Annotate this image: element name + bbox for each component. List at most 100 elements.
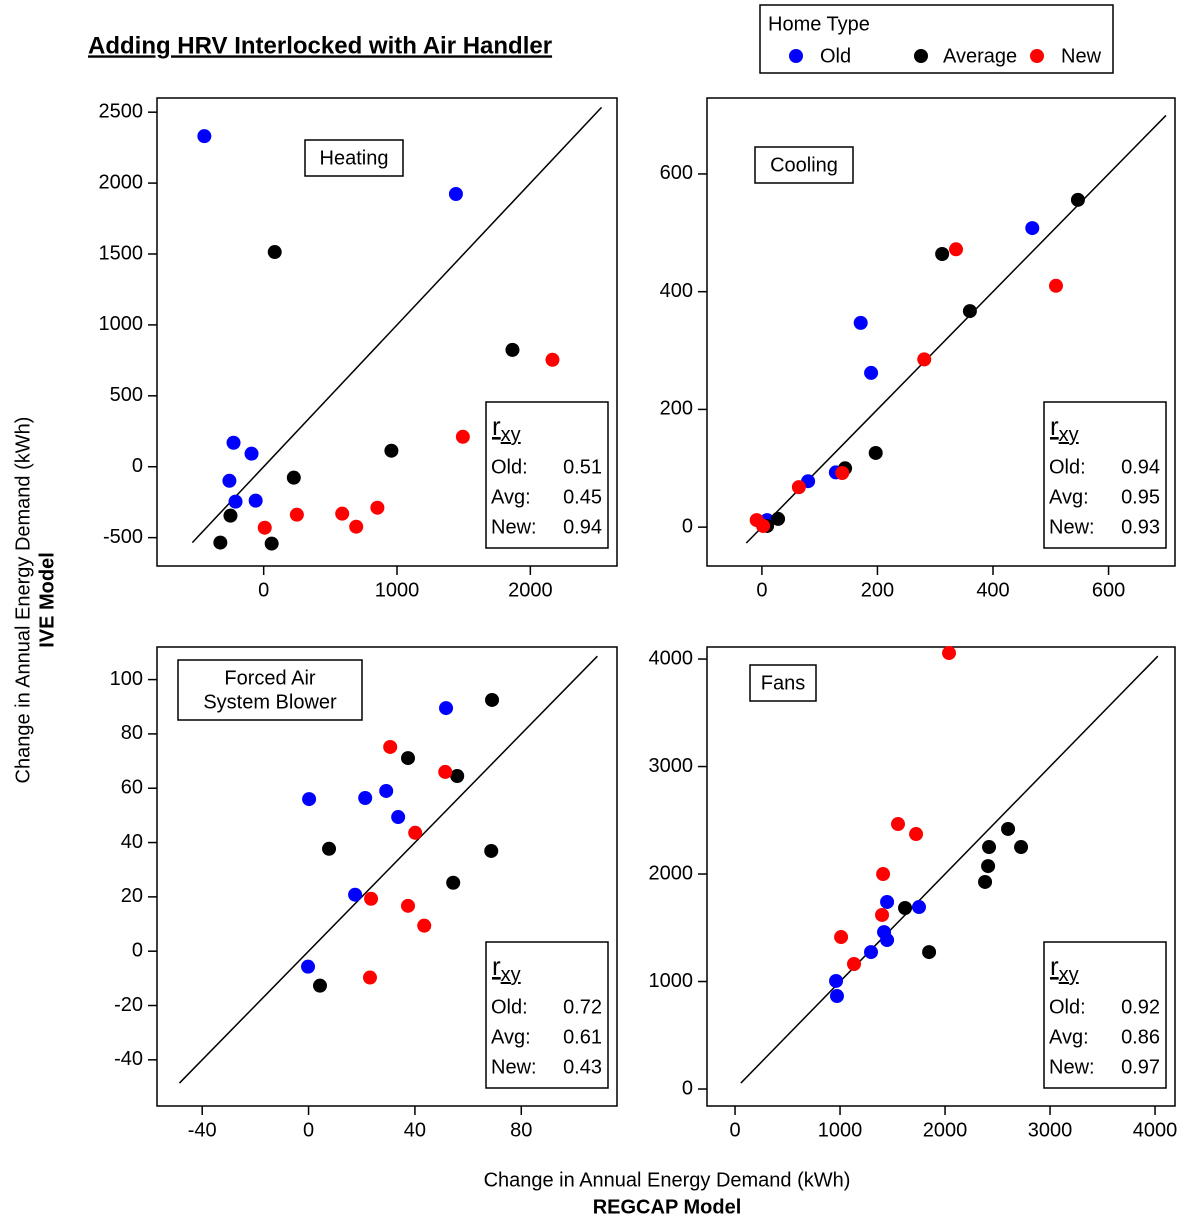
stats-subscript: xy <box>501 424 521 446</box>
y-tick-label: 80 <box>121 722 143 744</box>
data-point <box>448 187 463 202</box>
panel-label-box <box>754 146 854 184</box>
x-tick-label: 2000 <box>508 579 553 601</box>
data-point <box>949 242 964 257</box>
stats-subscript: xy <box>1059 964 1079 986</box>
y-tick-label: 1000 <box>649 970 694 992</box>
y-tick-label: 2500 <box>99 100 144 122</box>
stats-row-label: Old: <box>491 456 528 478</box>
stats-row-value: 0.86 <box>1121 1026 1160 1048</box>
data-point <box>791 480 806 495</box>
panel-label: Heating <box>320 147 389 169</box>
data-point <box>301 959 316 974</box>
data-point <box>197 129 212 144</box>
legend-label: New <box>1061 45 1102 67</box>
legend-label: Average <box>943 45 1017 67</box>
panel-label-box <box>749 664 817 702</box>
stats-title: rxy <box>492 951 521 986</box>
data-point <box>771 511 786 526</box>
stats-row-value: 0.95 <box>1121 486 1160 508</box>
legend-box <box>759 4 1114 74</box>
panel-label: Fans <box>761 672 805 694</box>
data-point <box>289 507 304 522</box>
stats-row-value: 0.94 <box>563 516 602 538</box>
data-point <box>1001 821 1016 836</box>
data-point <box>455 429 470 444</box>
y-axis-label: Change in Annual Energy Demand (kWh) <box>12 417 34 784</box>
stats-subscript: xy <box>1059 424 1079 446</box>
plot-frame <box>706 646 1176 1107</box>
legend-marker <box>914 49 928 63</box>
data-point <box>484 843 499 858</box>
data-point <box>384 443 399 458</box>
y-tick-label: 100 <box>110 668 143 690</box>
data-point <box>264 536 279 551</box>
data-point <box>286 470 301 485</box>
y-tick-label: 2000 <box>649 862 694 884</box>
x-tick-label: 0 <box>729 1119 740 1141</box>
data-point <box>450 769 465 784</box>
panel-label: Cooling <box>770 154 838 176</box>
stats-row-label: New: <box>1049 516 1095 538</box>
panel-label-box <box>177 659 363 721</box>
stats-title: rxy <box>492 411 521 446</box>
y-tick-label: 600 <box>660 162 693 184</box>
data-point <box>364 891 379 906</box>
data-point <box>1048 278 1063 293</box>
data-point <box>545 352 560 367</box>
data-point <box>485 692 500 707</box>
stats-row-value: 0.61 <box>563 1026 602 1048</box>
data-point <box>267 245 282 260</box>
plot-frame <box>706 97 1176 567</box>
y-tick-label: 40 <box>121 831 143 853</box>
x-tick-label: 40 <box>404 1119 426 1141</box>
data-point <box>312 978 327 993</box>
legend-marker <box>1030 49 1044 63</box>
data-point <box>379 783 394 798</box>
stats-title: rxy <box>1050 951 1079 986</box>
x-tick-label: 200 <box>861 579 894 601</box>
data-point <box>829 989 844 1004</box>
one-to-one-line <box>740 655 1159 1084</box>
data-point <box>391 810 406 825</box>
data-point <box>935 247 950 261</box>
stats-row-label: Old: <box>1049 996 1086 1018</box>
data-point <box>505 342 520 357</box>
legend-title: Home Type <box>768 13 870 35</box>
stats-row-label: Avg: <box>491 486 531 508</box>
stats-row-label: Old: <box>1049 456 1086 478</box>
data-point <box>917 352 932 367</box>
y-tick-label: 4000 <box>649 647 694 669</box>
data-point <box>898 900 913 915</box>
stats-title: rxy <box>1050 411 1079 446</box>
y-tick-label: 20 <box>121 885 143 907</box>
data-point <box>875 907 890 922</box>
stats-row-value: 0.97 <box>1121 1056 1160 1078</box>
stats-row-label: Avg: <box>1049 1026 1089 1048</box>
y-tick-label: -20 <box>114 994 143 1016</box>
stats-subscript: xy <box>501 964 521 986</box>
data-point <box>835 465 850 480</box>
x-axis-model: REGCAP Model <box>593 1196 742 1218</box>
data-point <box>322 841 337 856</box>
data-point <box>829 973 844 988</box>
legend-marker <box>789 49 803 63</box>
panel-label-box <box>304 139 404 177</box>
data-point <box>868 445 883 460</box>
panel-label: System Blower <box>203 691 337 713</box>
data-point <box>362 970 377 985</box>
data-point <box>982 840 997 855</box>
one-to-one-line <box>191 106 603 544</box>
data-point <box>942 646 957 661</box>
stats-row-value: 0.45 <box>563 486 602 508</box>
stats-symbol: r <box>1050 411 1059 441</box>
stats-row-label: Old: <box>491 996 528 1018</box>
data-point <box>1070 192 1085 207</box>
stats-row-label: New: <box>491 1056 537 1078</box>
data-point <box>1025 221 1040 236</box>
data-point <box>446 875 461 890</box>
data-point <box>383 739 398 754</box>
x-tick-label: 3000 <box>1028 1119 1073 1141</box>
y-tick-label: 60 <box>121 777 143 799</box>
data-point <box>223 508 238 523</box>
